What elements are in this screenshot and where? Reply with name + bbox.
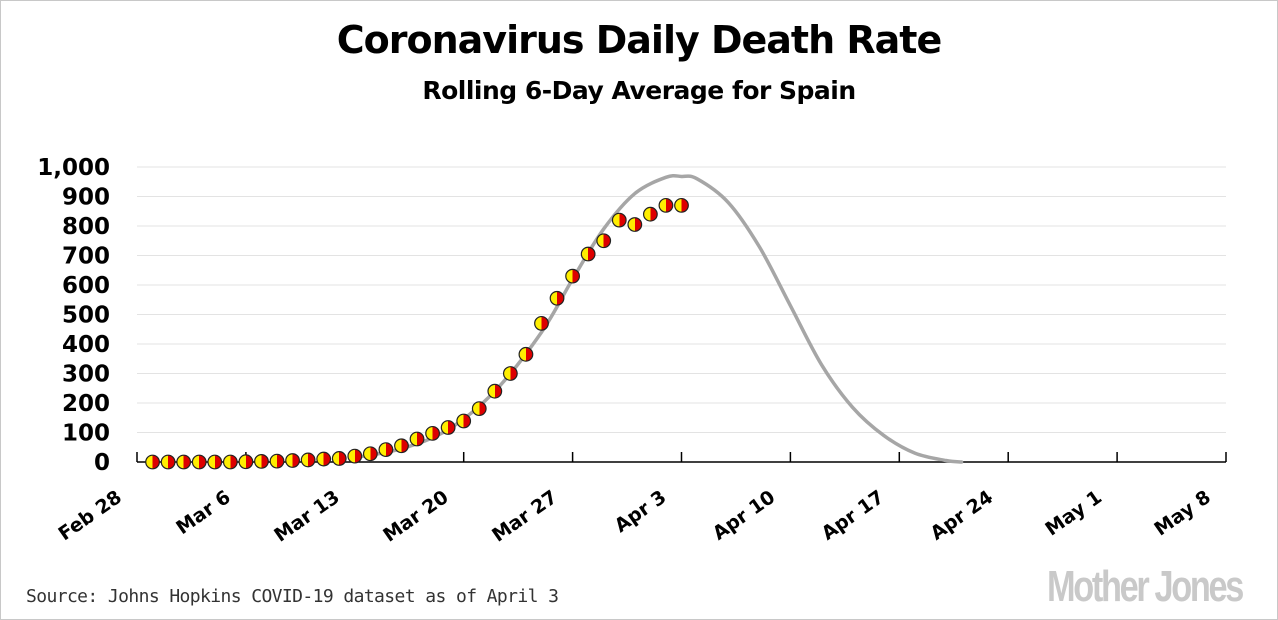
data-point (596, 233, 612, 249)
data-point (300, 452, 316, 468)
data-point (580, 246, 596, 262)
data-point (160, 454, 176, 470)
chart-title: Coronavirus Daily Death Rate (336, 18, 942, 62)
x-tick-label: Feb 28 (54, 486, 125, 545)
x-tick-label: Mar 20 (379, 486, 452, 547)
x-tick-label: Apr 17 (818, 486, 889, 545)
data-point (362, 446, 378, 462)
projection-curve-layer (353, 173, 964, 464)
data-point (627, 217, 643, 232)
data-point (471, 401, 487, 417)
y-tick-label: 800 (62, 214, 110, 240)
data-point (394, 438, 409, 454)
data-point (238, 454, 254, 470)
data-point (207, 454, 223, 470)
y-tick-label: 600 (62, 273, 110, 299)
source-note: Source: Johns Hopkins COVID-19 dataset a… (26, 586, 559, 607)
data-point (285, 453, 300, 468)
data-point (425, 425, 440, 441)
data-point (642, 206, 658, 222)
data-point (456, 413, 472, 429)
y-tick-label: 0 (94, 450, 110, 476)
y-tick-label: 900 (62, 185, 110, 211)
data-point (549, 290, 565, 306)
x-tick-label: Mar 6 (172, 486, 235, 539)
x-tick-label: May 1 (1041, 486, 1106, 540)
data-point (176, 454, 192, 470)
y-tick-label: 500 (62, 303, 110, 329)
y-tick-label: 1,000 (37, 155, 110, 181)
data-point (440, 420, 456, 435)
x-axis-labels: Feb 28 Mar 6 Mar 13 Mar 20 Mar 27 Apr 3 Apr 10… (54, 486, 1214, 547)
data-point (611, 212, 627, 228)
data-point (409, 431, 425, 447)
x-tick-label: Mar 13 (270, 486, 343, 547)
data-point (269, 453, 285, 469)
data-point (565, 268, 580, 284)
data-point (658, 197, 674, 213)
mother-jones-logo: Mother Jones (1046, 562, 1244, 611)
y-tick-label: 700 (62, 244, 110, 270)
data-point (331, 451, 347, 466)
data-point (378, 442, 394, 458)
y-tick-label: 200 (62, 391, 110, 417)
x-tick-label: May 8 (1150, 486, 1215, 540)
data-point (191, 454, 207, 470)
data-points (145, 197, 689, 470)
data-point (502, 366, 518, 381)
data-point (222, 454, 238, 470)
x-tick-label: Mar 27 (488, 486, 561, 547)
x-tick-label: Apr 10 (709, 486, 780, 545)
gridlines (137, 166, 1226, 433)
data-point (145, 454, 160, 470)
x-tick-label: Apr 24 (927, 486, 998, 545)
data-point (534, 315, 549, 331)
x-axis (136, 452, 1227, 463)
y-tick-label: 400 (62, 332, 110, 358)
y-axis-labels: 0 100 200 300 400 500 600 700 800 900 1,000 (37, 155, 110, 476)
data-point (674, 197, 689, 213)
projection-curve (353, 173, 964, 464)
y-tick-label: 100 (62, 421, 110, 447)
data-point (254, 454, 269, 469)
data-point (518, 346, 534, 362)
data-point (316, 451, 332, 467)
x-tick-label: Apr 3 (611, 486, 671, 537)
y-tick-label: 300 (62, 362, 110, 388)
data-point (347, 448, 363, 464)
chart-subtitle: Rolling 6-Day Average for Spain (422, 76, 856, 105)
data-point (487, 383, 503, 399)
